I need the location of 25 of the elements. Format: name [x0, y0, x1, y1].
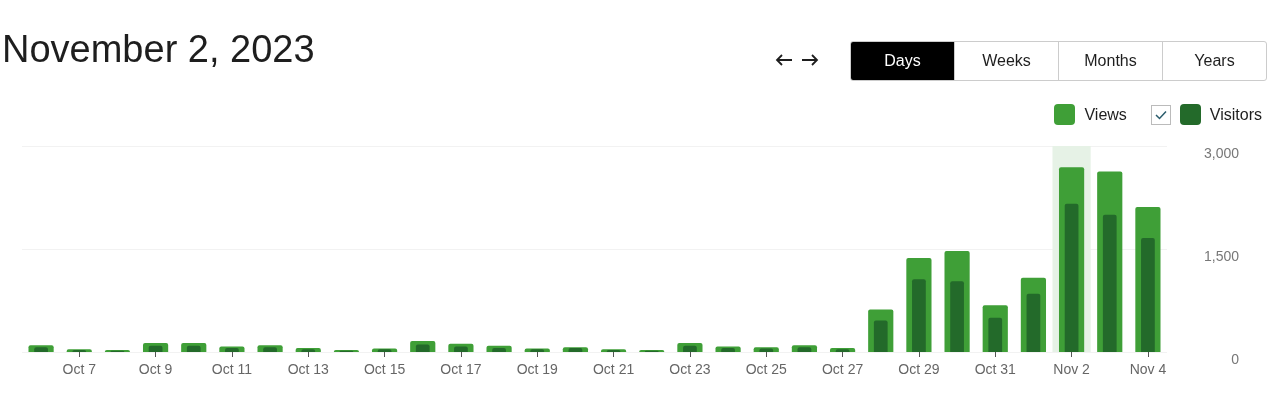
x-tick-label: Nov 4 [1129, 361, 1167, 377]
x-tick-label: Oct 31 [974, 361, 1017, 377]
x-tick-label: Oct 29 [898, 361, 940, 377]
y-tick-label: 3,000 [1203, 145, 1240, 161]
text: Weeks [954, 42, 1058, 80]
x-tick-label: Oct 27 [821, 361, 864, 377]
x-tick-label: Oct 23 [669, 361, 711, 377]
x-tick-label: Oct 13 [287, 361, 330, 377]
x-tick-label: Oct 15 [363, 361, 406, 377]
legend-label: Visitors [1209, 105, 1262, 124]
x-tick-label: Oct 7 [62, 361, 97, 377]
legend-label: Views [1084, 105, 1127, 124]
text: Months [1058, 42, 1162, 80]
y-tick-label: 1,500 [1203, 248, 1240, 264]
x-tick-label: Oct 21 [592, 361, 635, 377]
chart-title: November 2, 2023 [2, 28, 315, 71]
text: Years [1162, 42, 1266, 80]
x-tick-label: Nov 2 [1053, 361, 1091, 377]
x-tick-label: Oct 17 [440, 361, 482, 377]
text: Days [851, 42, 954, 80]
x-tick-label: Oct 11 [211, 361, 253, 377]
y-tick-label: 0 [1231, 351, 1240, 367]
x-tick-label: Oct 25 [745, 361, 788, 377]
x-tick-label: Oct 19 [516, 361, 559, 377]
x-tick-label: Oct 9 [138, 361, 173, 377]
